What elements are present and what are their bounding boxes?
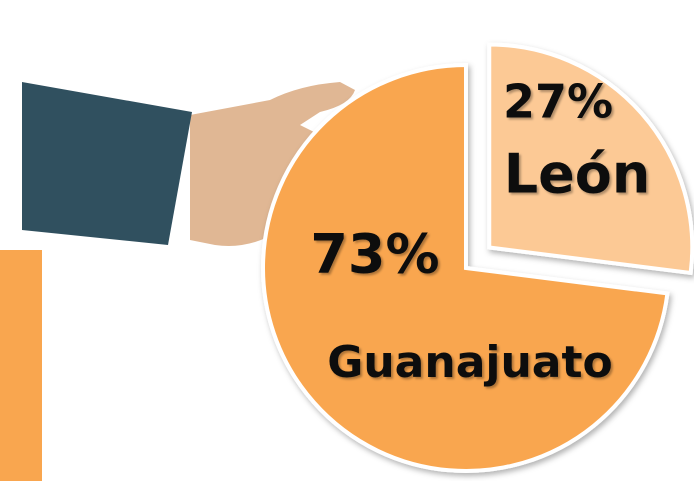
- side-bar: [0, 250, 42, 481]
- value-label: 73%: [310, 223, 439, 286]
- chart: 27% León 73% Guanajuato: [0, 0, 694, 481]
- category-label: Guanajuato: [327, 337, 613, 388]
- value-label: 27%: [503, 75, 613, 129]
- category-label: León: [504, 143, 651, 206]
